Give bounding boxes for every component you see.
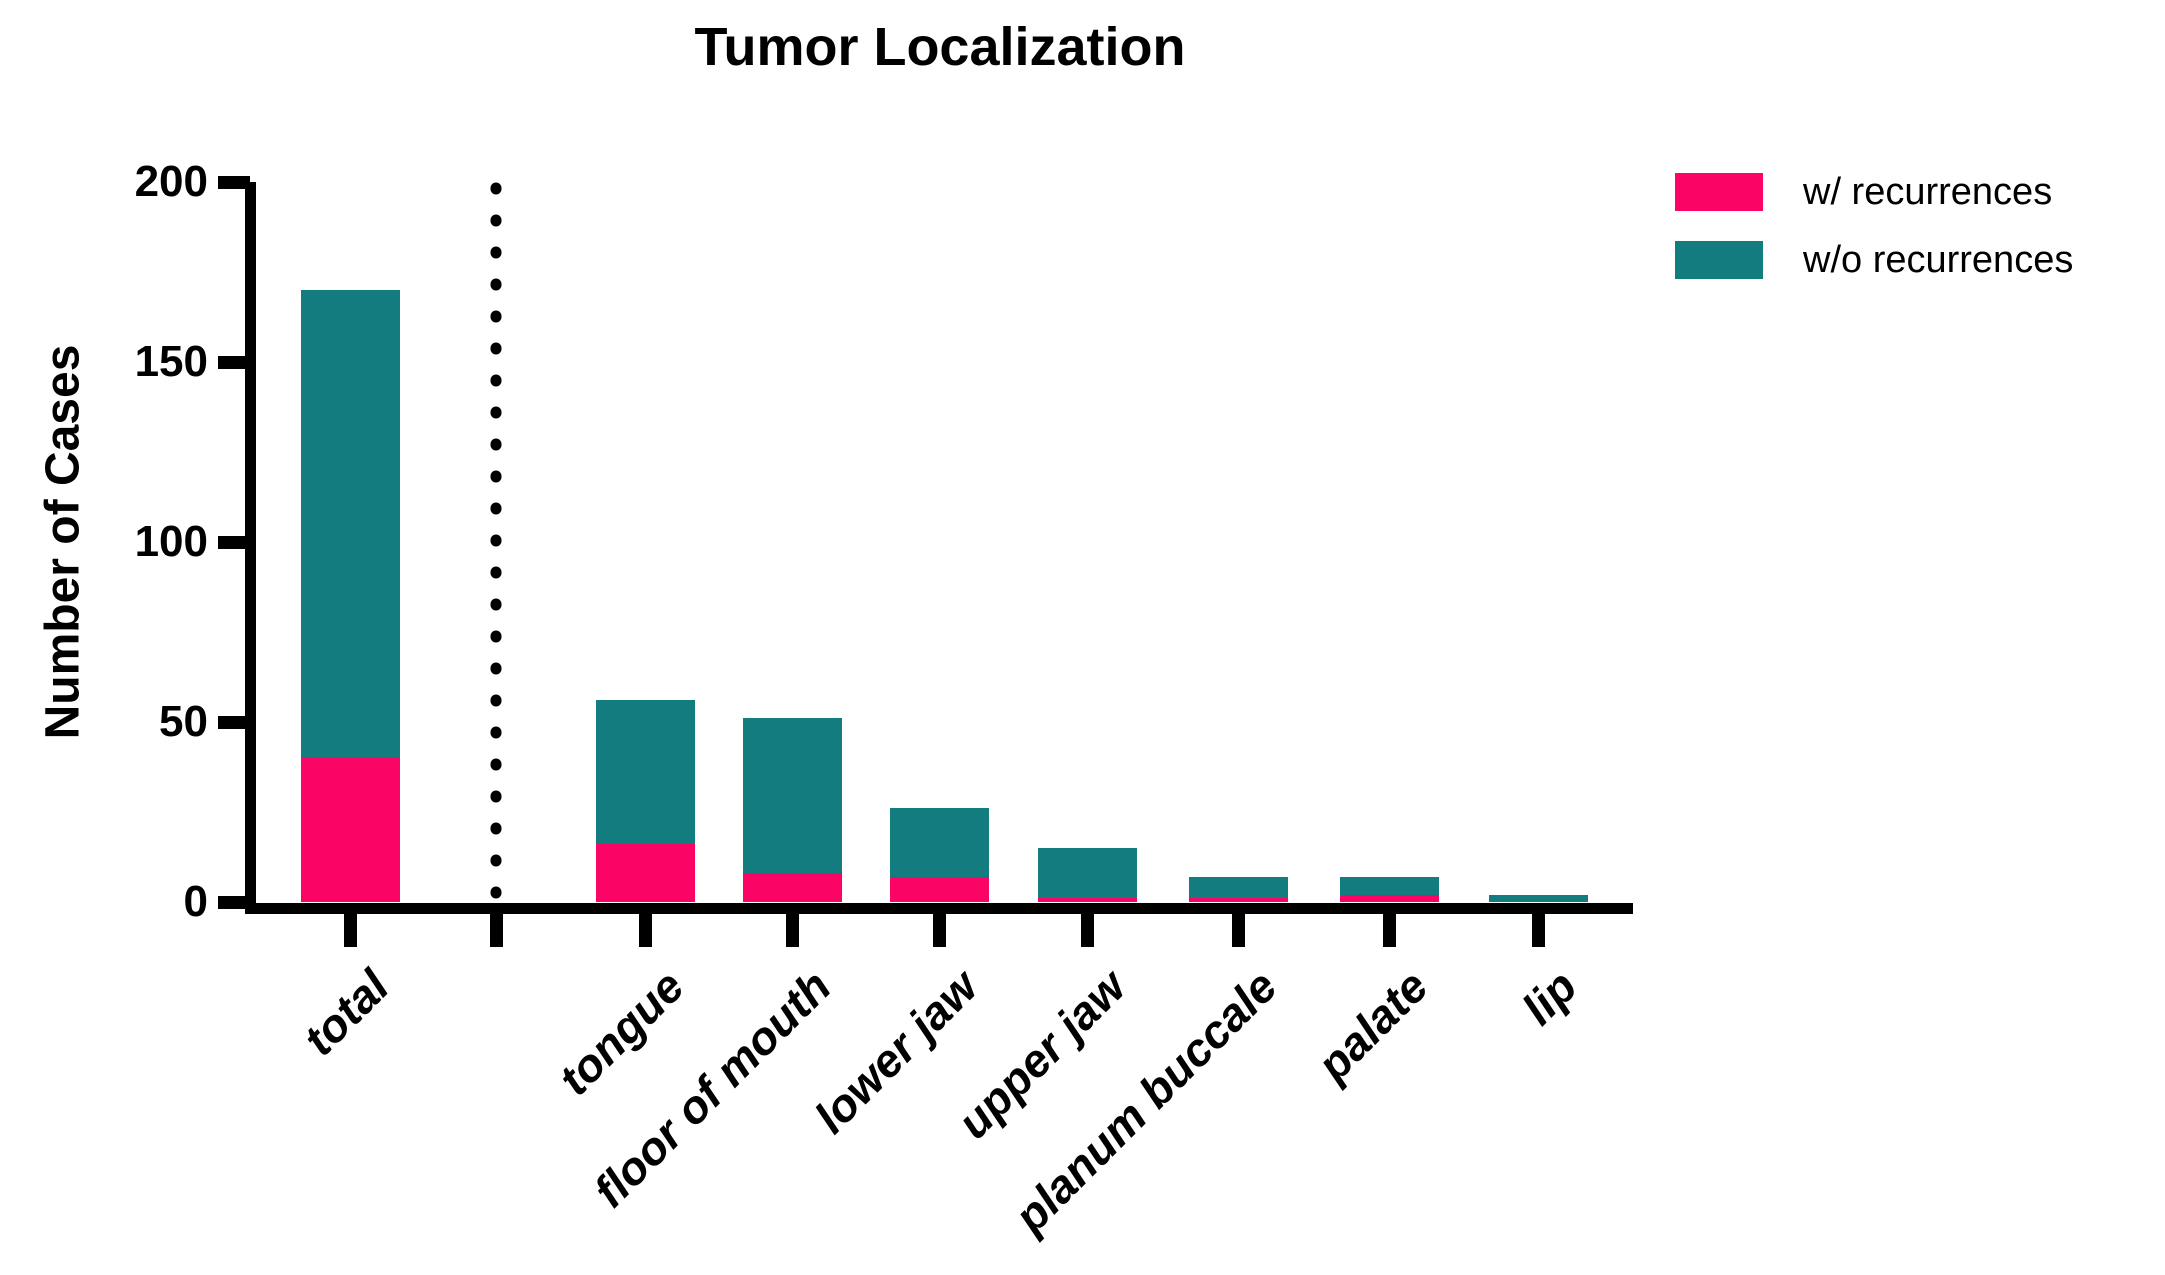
- y-tick-label: 50: [159, 697, 208, 746]
- bar-segment-total-without: [300, 290, 400, 758]
- x-tick: [343, 914, 357, 947]
- bar-segment-lower-jaw-with: [889, 876, 989, 902]
- legend-swatch-w-recurrences: [1675, 173, 1763, 211]
- y-tick: [218, 535, 250, 549]
- y-tick-label: 100: [134, 517, 208, 566]
- bar-segment-upper-jaw-without: [1037, 848, 1137, 899]
- y-tick-label: 0: [183, 877, 208, 926]
- bar-segment-palate-without: [1339, 876, 1439, 895]
- y-tick-label: 200: [134, 157, 208, 206]
- y-tick: [218, 715, 250, 729]
- legend-swatch-wo-recurrences: [1675, 241, 1763, 279]
- bar-segment-total-with: [300, 758, 400, 902]
- bar-segment-lip-without: [1488, 894, 1588, 902]
- y-tick: [218, 355, 250, 369]
- legend-label: w/o recurrences: [1803, 238, 2074, 281]
- y-tick: [218, 175, 250, 189]
- x-tick: [1080, 914, 1094, 947]
- bar-segment-tongue-with: [595, 844, 695, 902]
- y-tick-label: 150: [134, 337, 208, 386]
- legend-row: w/ recurrences: [1675, 168, 2073, 216]
- separator-dotted-line: [490, 182, 502, 916]
- bar-segment-upper-jaw-with: [1037, 898, 1137, 902]
- bar-segment-palate-with: [1339, 894, 1439, 902]
- y-tick: [218, 895, 250, 909]
- bar-segment-planum-buccale-without: [1188, 876, 1288, 899]
- legend: w/ recurrences w/o recurrences: [1675, 168, 2073, 304]
- chart-title: Tumor Localization: [694, 17, 1186, 77]
- x-tick: [1531, 914, 1545, 947]
- x-tick: [489, 914, 503, 947]
- x-tick: [932, 914, 946, 947]
- y-axis-line: [245, 182, 256, 914]
- x-axis-line: [245, 903, 1633, 914]
- category-label-tongue: tongue: [548, 959, 694, 1106]
- x-tick: [785, 914, 799, 947]
- category-label-total: total: [293, 959, 399, 1066]
- legend-row: w/o recurrences: [1675, 236, 2073, 284]
- legend-label: w/ recurrences: [1803, 170, 2053, 213]
- bar-segment-lower-jaw-without: [889, 808, 989, 877]
- x-tick: [1231, 914, 1245, 947]
- bar-segment-planum-buccale-with: [1188, 898, 1288, 902]
- bar-segment-floor-of-mouth-without: [742, 718, 842, 874]
- x-tick: [1382, 914, 1396, 947]
- bar-segment-floor-of-mouth-with: [742, 873, 842, 902]
- x-tick: [638, 914, 652, 947]
- bar-segment-tongue-without: [595, 700, 695, 845]
